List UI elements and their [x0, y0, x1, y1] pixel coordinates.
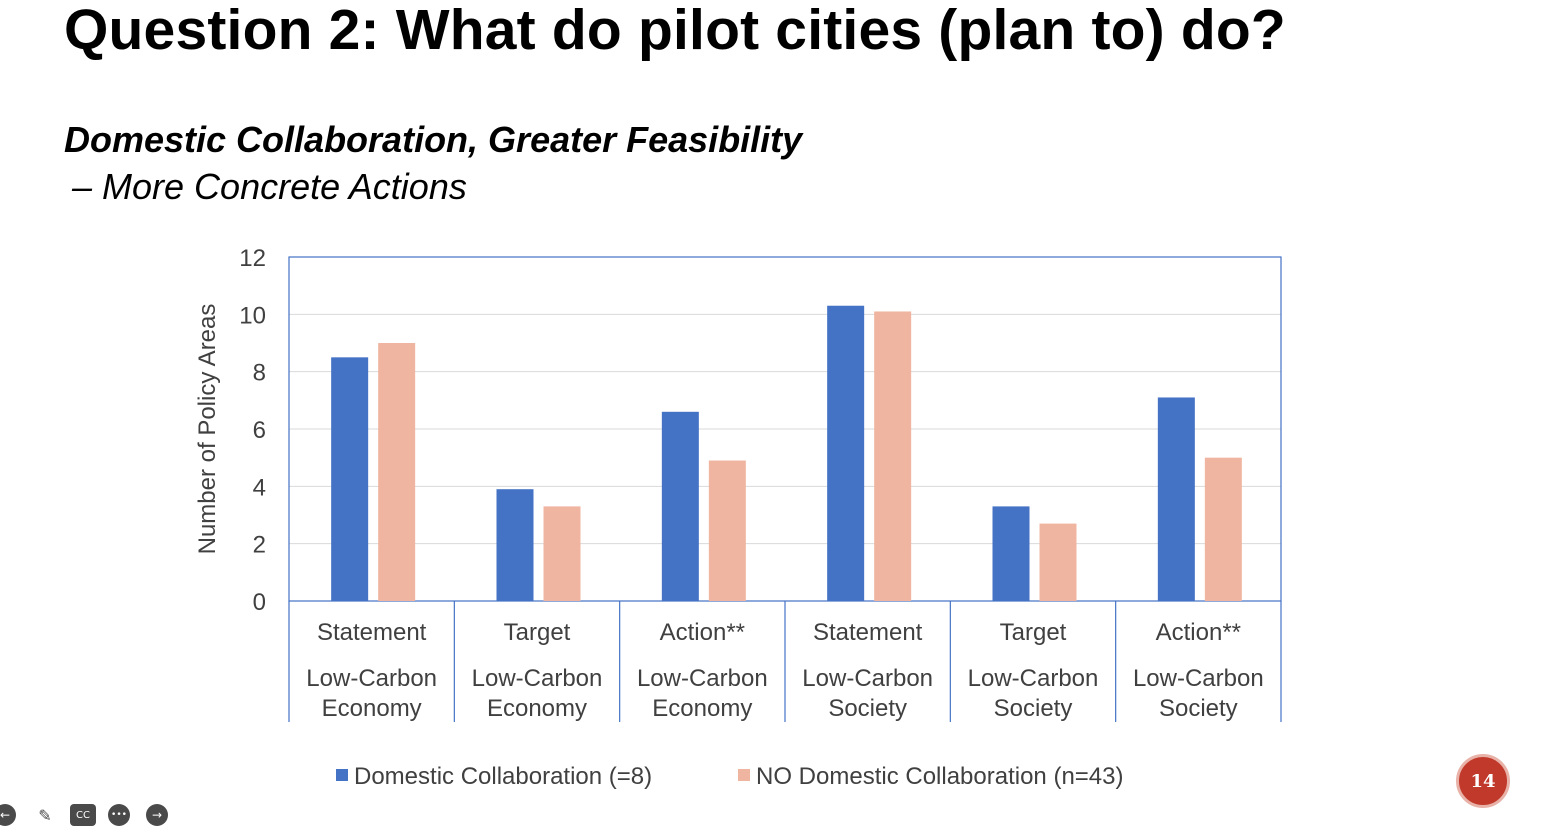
x-group-label: Low-Carbon: [306, 665, 437, 692]
x-tick-label: Action**: [1156, 619, 1241, 646]
slide-title: Question 2: What do pilot cities (plan t…: [64, 0, 1286, 62]
bar-no-domestic-1: [543, 506, 581, 601]
x-group-label: Low-Carbon: [637, 665, 768, 692]
x-tick-label: Target: [1000, 619, 1067, 646]
bar-no-domestic-2: [708, 460, 746, 601]
y-tick-label: 12: [239, 245, 266, 272]
captions-icon[interactable]: CC: [70, 804, 96, 826]
y-tick-label: 0: [253, 589, 266, 616]
slide-subtitle: Domestic Collaboration, Greater Feasibil…: [64, 119, 803, 160]
x-group-label: Economy: [652, 695, 752, 722]
bar-domestic-2: [661, 411, 699, 601]
y-tick-label: 10: [239, 302, 266, 329]
y-tick-label: 4: [253, 474, 266, 501]
x-group-label: Low-Carbon: [968, 665, 1099, 692]
page-number-badge: 14: [1456, 754, 1510, 808]
y-tick-label: 8: [253, 360, 266, 387]
y-tick-label: 6: [253, 417, 266, 444]
slide-subtitle-secondary: – More Concrete Actions: [72, 166, 467, 207]
x-group-label: Society: [994, 695, 1073, 722]
legend-swatch: [336, 769, 348, 781]
pen-icon[interactable]: ✎: [38, 805, 52, 825]
x-tick-label: Target: [504, 619, 571, 646]
back-icon[interactable]: ←: [0, 804, 16, 826]
x-tick-label: Statement: [813, 619, 923, 646]
x-group-label: Economy: [322, 695, 422, 722]
bar-domestic-3: [827, 305, 865, 601]
legend-swatch: [738, 769, 750, 781]
x-tick-label: Statement: [317, 619, 427, 646]
x-group-label: Economy: [487, 695, 587, 722]
x-group-label: Society: [1159, 695, 1238, 722]
legend-label: NO Domestic Collaboration (n=43): [756, 763, 1124, 790]
bar-no-domestic-5: [1204, 457, 1242, 601]
presentation-toolbar: ← ✎ CC ••• →: [0, 800, 190, 826]
bar-domestic-1: [496, 489, 534, 601]
x-group-label: Society: [828, 695, 907, 722]
bar-no-domestic-4: [1039, 523, 1077, 601]
bar-domestic-5: [1157, 397, 1195, 601]
forward-icon[interactable]: →: [146, 804, 168, 826]
x-tick-label: Action**: [660, 619, 745, 646]
y-tick-label: 2: [253, 532, 266, 559]
more-icon[interactable]: •••: [108, 804, 130, 826]
bar-no-domestic-3: [874, 311, 912, 601]
x-group-label: Low-Carbon: [472, 665, 603, 692]
legend-label: Domestic Collaboration (=8): [354, 763, 652, 790]
bar-no-domestic-0: [378, 343, 416, 601]
y-axis-label: Number of Policy Areas: [194, 304, 221, 555]
x-group-label: Low-Carbon: [1133, 665, 1264, 692]
x-group-label: Low-Carbon: [802, 665, 933, 692]
bar-domestic-0: [331, 357, 369, 601]
bar-domestic-4: [992, 506, 1030, 601]
